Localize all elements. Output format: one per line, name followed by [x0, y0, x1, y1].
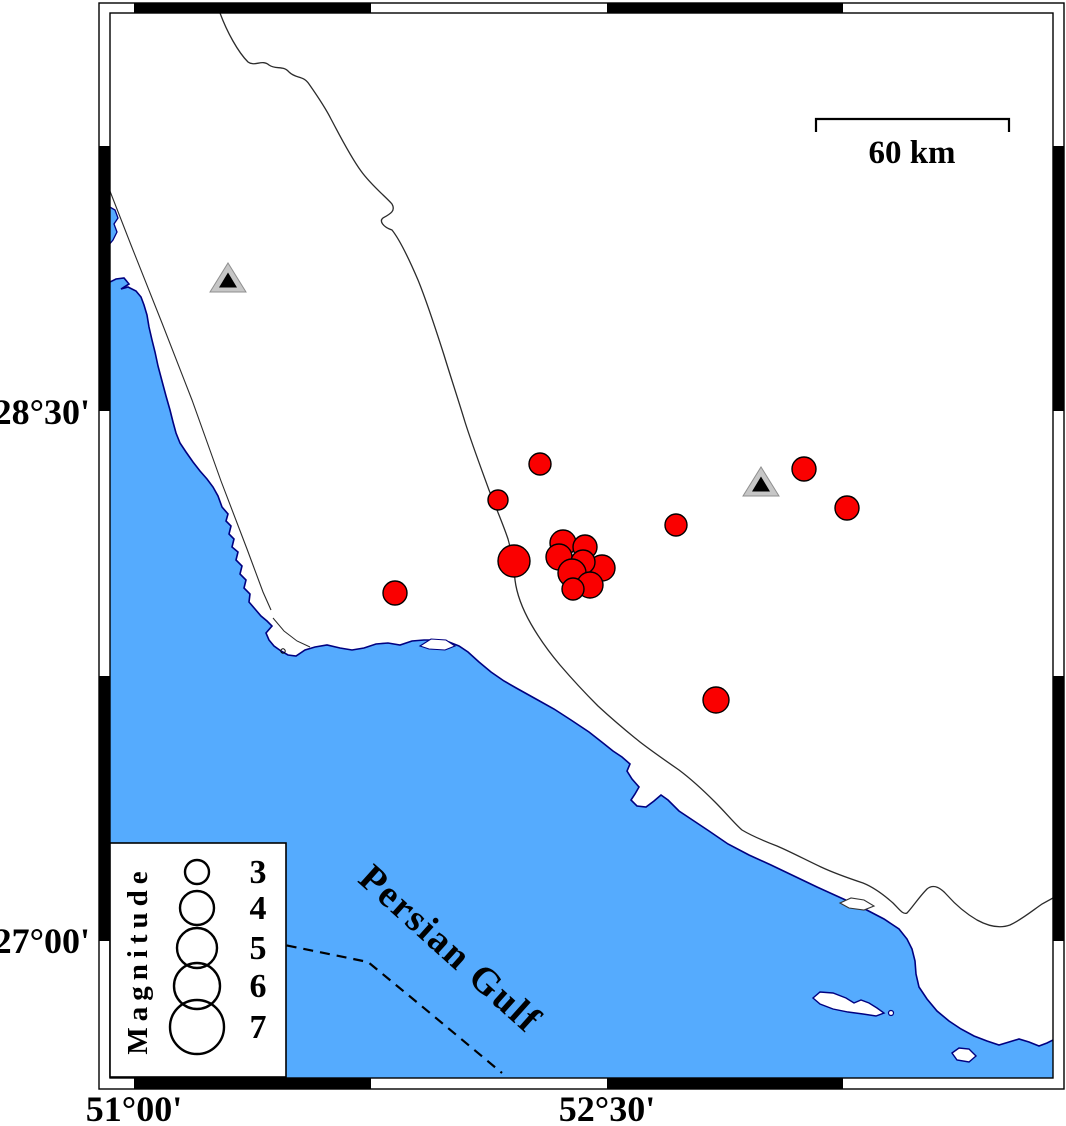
legend-box [109, 842, 287, 1078]
x-axis-label: 51°00' [86, 1089, 182, 1126]
coastal-feature-dot [280, 648, 286, 654]
legend-magnitude-value: 5 [250, 930, 267, 967]
legend-magnitude-circle [183, 858, 211, 886]
coastal-feature-line [272, 617, 311, 648]
frame-segment [1053, 146, 1064, 411]
x-axis-label: 52°30' [559, 1089, 655, 1126]
station-markers [209, 262, 780, 497]
earthquake-marker [497, 544, 531, 578]
map-frame [98, 2, 1065, 1090]
frame-segment [99, 146, 110, 411]
legend-magnitude-circle [172, 961, 222, 1011]
frame-segment [607, 1078, 843, 1089]
frame-segment [134, 3, 371, 13]
lagoon-outline-2 [838, 897, 876, 911]
legend-magnitude-value: 4 [250, 890, 267, 927]
earthquake-marker [834, 495, 860, 521]
legend-magnitude-circle [168, 998, 226, 1056]
y-axis-label: 27°00' [0, 921, 90, 961]
frame-segment [99, 676, 110, 941]
scale-bar-bracket [814, 117, 1011, 132]
earthquake-marker [487, 489, 509, 511]
frame-segment [134, 1078, 371, 1089]
road-line-diagonal [110, 189, 272, 611]
scale-bar: 60 km [814, 117, 1011, 171]
estuary-sliver [110, 206, 119, 245]
y-axis-labels: 28°30' 27°00' [0, 392, 90, 961]
frame-outer-line [98, 2, 1065, 1090]
map-area [110, 13, 1053, 1078]
legend-magnitude-value: 6 [250, 968, 267, 1005]
lagoon-outline-1 [418, 638, 457, 651]
frame-segment [607, 3, 843, 13]
persian-gulf-sea [110, 277, 1053, 1078]
road-line-long [219, 13, 1053, 928]
station-triangle-inner-icon [752, 476, 770, 492]
earthquake-markers [382, 452, 860, 714]
legend-magnitude-value: 3 [250, 854, 267, 891]
earthquake-marker [528, 452, 552, 476]
legend-circles [168, 858, 226, 1056]
frame-inner-line [109, 12, 1054, 1079]
legend-magnitude-circle [175, 926, 219, 970]
earthquake-marker [791, 456, 817, 482]
earthquake-marker [561, 577, 585, 601]
earthquake-marker [382, 580, 408, 606]
x-axis-labels: 51°00' 52°30' [86, 1089, 655, 1126]
legend-title: Magnitude [122, 865, 154, 1054]
legend-magnitude-circle [178, 889, 216, 927]
legend-magnitude-value: 7 [250, 1009, 267, 1046]
islet [887, 1009, 895, 1017]
maritime-boundary-dashed-line [269, 940, 503, 1074]
station-triangle-inner-icon [219, 272, 237, 288]
frame-segment [1053, 676, 1064, 941]
scale-bar-label: 60 km [868, 135, 955, 171]
island-small [951, 1047, 978, 1063]
y-axis-label: 28°30' [0, 392, 90, 432]
island-large [811, 991, 886, 1017]
earthquake-marker [702, 686, 730, 714]
earthquake-marker [664, 513, 688, 537]
